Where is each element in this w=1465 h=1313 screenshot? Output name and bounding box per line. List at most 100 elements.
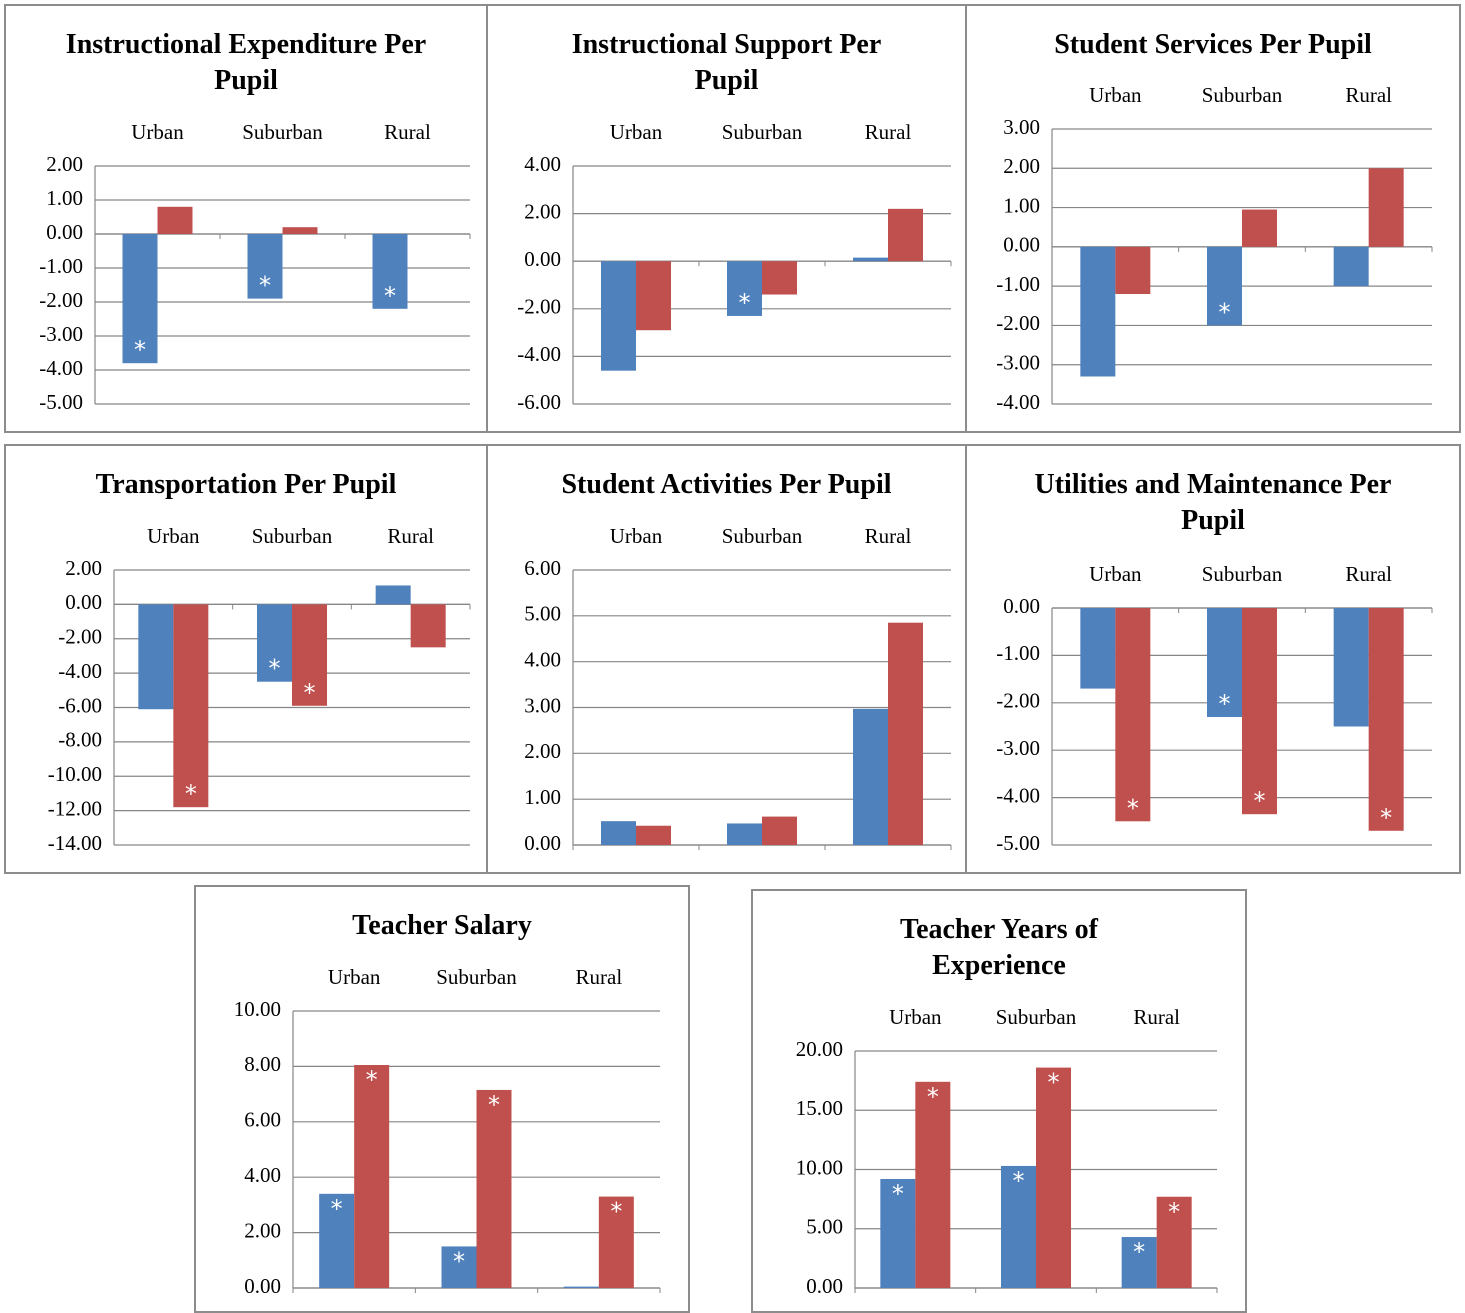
bar <box>1207 246 1242 326</box>
y-tick-label: 1.00 <box>46 186 83 210</box>
y-tick-label: 2.00 <box>1003 154 1040 178</box>
significance-marker: * <box>1219 298 1231 326</box>
significance-marker: * <box>1219 690 1231 718</box>
x-category-label: Suburban <box>996 1005 1077 1029</box>
bar <box>1333 608 1369 727</box>
y-tick-label: 0.00 <box>1003 594 1040 618</box>
bar <box>601 261 636 371</box>
x-category-label: Suburban <box>1202 562 1283 586</box>
y-tick-label: 0.00 <box>1003 233 1040 257</box>
bar <box>1368 608 1404 831</box>
x-category-label: Rural <box>1345 562 1392 586</box>
y-tick-label: -3.00 <box>996 351 1040 375</box>
significance-marker: * <box>739 289 751 317</box>
y-tick-label: -5.00 <box>996 831 1040 855</box>
y-tick-label: 0.00 <box>524 831 561 855</box>
x-category-label: Urban <box>889 1005 942 1029</box>
x-category-label: Rural <box>1345 83 1392 107</box>
x-category-label: Suburban <box>436 965 517 989</box>
bar <box>601 821 636 845</box>
bar <box>888 208 923 262</box>
bar <box>157 206 193 234</box>
y-tick-label: -4.00 <box>996 783 1040 807</box>
y-tick-label: 0.00 <box>65 590 102 614</box>
bar <box>1333 246 1369 287</box>
bar <box>1080 246 1116 377</box>
significance-marker: * <box>488 1091 500 1119</box>
bar <box>247 234 283 299</box>
y-tick-label: -6.00 <box>58 693 102 717</box>
y-tick-label: 8.00 <box>244 1052 281 1076</box>
chart-title: Instructional Expenditure Per Pupil <box>65 29 427 96</box>
significance-marker: * <box>453 1247 465 1275</box>
y-tick-label: 4.00 <box>244 1163 281 1187</box>
significance-marker: * <box>1254 787 1266 815</box>
y-tick-label: 20.00 <box>796 1037 843 1061</box>
y-tick-label: 5.00 <box>524 602 561 626</box>
significance-marker: * <box>304 679 316 707</box>
y-tick-label: -4.00 <box>58 659 102 683</box>
bar <box>915 1081 951 1288</box>
y-tick-label: -3.00 <box>996 736 1040 760</box>
bar <box>1080 608 1116 689</box>
x-category-label: Rural <box>384 120 431 144</box>
chart-title: Teacher Salary <box>352 910 532 941</box>
chart-title: Transportation Per Pupil <box>95 469 397 500</box>
y-tick-label: -14.00 <box>48 831 102 855</box>
chart-frame <box>194 885 690 1313</box>
y-tick-label: 0.00 <box>244 1274 281 1298</box>
x-category-label: Suburban <box>242 120 323 144</box>
y-tick-label: -2.00 <box>58 625 102 649</box>
significance-marker: * <box>269 655 281 683</box>
chart-title: Student Services Per Pupil <box>1054 29 1372 60</box>
y-tick-label: 0.00 <box>46 220 83 244</box>
significance-marker: * <box>927 1083 939 1111</box>
y-tick-label: 2.00 <box>524 199 561 223</box>
y-tick-label: -8.00 <box>58 728 102 752</box>
y-tick-label: 10.00 <box>796 1155 843 1179</box>
significance-marker: * <box>384 282 396 310</box>
x-category-label: Rural <box>865 524 912 548</box>
y-tick-label: 1.00 <box>1003 193 1040 217</box>
bar <box>138 604 174 710</box>
y-tick-label: -4.00 <box>39 356 83 380</box>
x-category-label: Rural <box>865 120 912 144</box>
y-tick-label: 3.00 <box>524 693 561 717</box>
significance-marker: * <box>134 336 146 364</box>
y-tick-label: -1.00 <box>996 641 1040 665</box>
y-tick-label: -4.00 <box>517 342 561 366</box>
bar <box>636 261 671 331</box>
bar <box>598 1196 634 1288</box>
significance-marker: * <box>366 1066 378 1094</box>
significance-marker: * <box>610 1198 622 1226</box>
y-tick-label: -3.00 <box>39 322 83 346</box>
significance-marker: * <box>1168 1198 1180 1226</box>
bar <box>372 234 408 309</box>
chart-frame <box>965 4 1461 433</box>
x-category-label: Urban <box>1089 83 1142 107</box>
x-category-label: Urban <box>328 965 381 989</box>
y-tick-label: -1.00 <box>996 272 1040 296</box>
bar <box>410 604 446 648</box>
bar <box>122 234 158 364</box>
bar <box>762 816 797 845</box>
y-tick-label: 0.00 <box>806 1274 843 1298</box>
bar <box>853 257 888 262</box>
bar <box>173 604 209 808</box>
y-tick-label: 4.00 <box>524 152 561 176</box>
bar <box>727 823 762 845</box>
y-tick-label: 2.00 <box>46 152 83 176</box>
y-tick-label: 6.00 <box>244 1108 281 1132</box>
bar <box>476 1089 512 1288</box>
bar <box>1368 168 1404 247</box>
bar <box>1036 1067 1071 1288</box>
x-category-label: Suburban <box>722 524 803 548</box>
x-category-label: Urban <box>1089 562 1142 586</box>
bar <box>636 825 671 845</box>
chart-frame <box>751 889 1247 1313</box>
y-tick-label: -2.00 <box>517 295 561 319</box>
significance-marker: * <box>1127 794 1139 822</box>
bar <box>1207 608 1242 718</box>
y-tick-label: 2.00 <box>524 739 561 763</box>
